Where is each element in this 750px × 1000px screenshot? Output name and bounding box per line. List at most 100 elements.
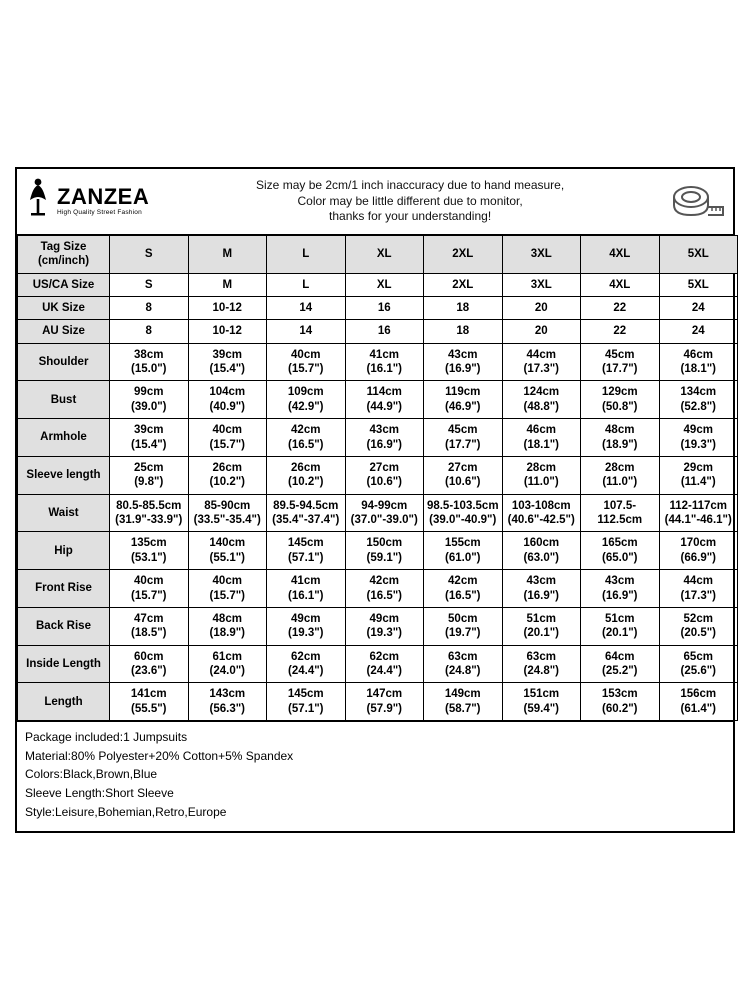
size-cell: 46cm(18.1") <box>659 343 738 381</box>
size-cell: 52cm(20.5") <box>659 607 738 645</box>
row-label: Front Rise <box>18 570 110 608</box>
size-cell: 43cm(16.9") <box>345 419 424 457</box>
size-cell: 89.5-94.5cm(35.4"-37.4") <box>267 494 346 532</box>
size-cell: 99cm(39.0") <box>110 381 189 419</box>
col-head-size: 5XL <box>659 235 738 273</box>
size-cell: 48cm(18.9") <box>188 607 267 645</box>
row-label: Inside Length <box>18 645 110 683</box>
col-head-size: XL <box>345 235 424 273</box>
size-cell: 26cm(10.2") <box>267 456 346 494</box>
size-cell: M <box>188 273 267 296</box>
size-cell: 4XL <box>581 273 660 296</box>
size-cell: 45cm(17.7") <box>581 343 660 381</box>
size-cell: 2XL <box>424 273 503 296</box>
header: ZANZEA High Quality Street Fashion Size … <box>17 169 733 235</box>
size-cell: 24 <box>659 296 738 319</box>
header-note: Size may be 2cm/1 inch inaccuracy due to… <box>157 178 663 225</box>
col-head-size: 4XL <box>581 235 660 273</box>
size-cell: 143cm(56.3") <box>188 683 267 721</box>
size-cell: 62cm(24.4") <box>267 645 346 683</box>
size-cell: 38cm(15.0") <box>110 343 189 381</box>
brand-text: ZANZEA High Quality Street Fashion <box>57 186 149 217</box>
size-cell: 155cm(61.0") <box>424 532 503 570</box>
table-row: Length141cm(55.5")143cm(56.3")145cm(57.1… <box>18 683 738 721</box>
size-cell: 107.5-112.5cm <box>581 494 660 532</box>
col-head-size: 2XL <box>424 235 503 273</box>
size-cell: 51cm(20.1") <box>502 607 581 645</box>
row-label: Bust <box>18 381 110 419</box>
table-row: Bust99cm(39.0")104cm(40.9")109cm(42.9")1… <box>18 381 738 419</box>
product-info-footer: Package included:1 JumpsuitsMaterial:80%… <box>17 721 733 831</box>
size-cell: 8 <box>110 296 189 319</box>
size-cell: 94-99cm(37.0"-39.0") <box>345 494 424 532</box>
size-cell: 140cm(55.1") <box>188 532 267 570</box>
size-cell: 170cm(66.9") <box>659 532 738 570</box>
size-cell: 134cm(52.8") <box>659 381 738 419</box>
size-cell: 51cm(20.1") <box>581 607 660 645</box>
size-cell: XL <box>345 273 424 296</box>
row-label: Shoulder <box>18 343 110 381</box>
size-cell: 39cm(15.4") <box>188 343 267 381</box>
size-cell: 153cm(60.2") <box>581 683 660 721</box>
measuring-tape-icon <box>671 181 725 221</box>
size-cell: 124cm(48.8") <box>502 381 581 419</box>
size-cell: 27cm(10.6") <box>345 456 424 494</box>
table-row: AU Size810-12141618202224 <box>18 320 738 343</box>
size-cell: 40cm(15.7") <box>267 343 346 381</box>
size-cell: 40cm(15.7") <box>110 570 189 608</box>
size-cell: 41cm(16.1") <box>267 570 346 608</box>
table-row: US/CA SizeSMLXL2XL3XL4XL5XL <box>18 273 738 296</box>
size-cell: 25cm(9.8") <box>110 456 189 494</box>
size-cell: 45cm(17.7") <box>424 419 503 457</box>
row-label: Back Rise <box>18 607 110 645</box>
table-row: Armhole39cm(15.4")40cm(15.7")42cm(16.5")… <box>18 419 738 457</box>
size-cell: 20 <box>502 296 581 319</box>
size-cell: 14 <box>267 296 346 319</box>
table-row: Hip135cm(53.1")140cm(55.1")145cm(57.1")1… <box>18 532 738 570</box>
table-row: Waist80.5-85.5cm(31.9"-33.9")85-90cm(33.… <box>18 494 738 532</box>
size-cell: 40cm(15.7") <box>188 419 267 457</box>
size-cell: 43cm(16.9") <box>502 570 581 608</box>
row-label: Hip <box>18 532 110 570</box>
size-cell: 80.5-85.5cm(31.9"-33.9") <box>110 494 189 532</box>
size-cell: 165cm(65.0") <box>581 532 660 570</box>
size-cell: 22 <box>581 296 660 319</box>
footer-line: Sleeve Length:Short Sleeve <box>25 784 725 803</box>
brand-logo-icon <box>25 177 51 226</box>
size-cell: 3XL <box>502 273 581 296</box>
size-cell: 8 <box>110 320 189 343</box>
size-cell: 5XL <box>659 273 738 296</box>
size-cell: 149cm(58.7") <box>424 683 503 721</box>
size-cell: 129cm(50.8") <box>581 381 660 419</box>
size-cell: 41cm(16.1") <box>345 343 424 381</box>
size-cell: 150cm(59.1") <box>345 532 424 570</box>
size-cell: 60cm(23.6") <box>110 645 189 683</box>
size-cell: 16 <box>345 296 424 319</box>
size-cell: 28cm(11.0") <box>581 456 660 494</box>
size-cell: 42cm(16.5") <box>267 419 346 457</box>
size-cell: 20 <box>502 320 581 343</box>
size-cell: S <box>110 273 189 296</box>
size-cell: 26cm(10.2") <box>188 456 267 494</box>
size-cell: 27cm(10.6") <box>424 456 503 494</box>
size-cell: 112-117cm(44.1"-46.1") <box>659 494 738 532</box>
footer-line: Style:Leisure,Bohemian,Retro,Europe <box>25 803 725 822</box>
size-cell: 109cm(42.9") <box>267 381 346 419</box>
size-cell: 48cm(18.9") <box>581 419 660 457</box>
size-cell: 43cm(16.9") <box>581 570 660 608</box>
size-cell: 43cm(16.9") <box>424 343 503 381</box>
size-cell: 42cm(16.5") <box>345 570 424 608</box>
size-cell: 10-12 <box>188 296 267 319</box>
row-label: UK Size <box>18 296 110 319</box>
size-cell: 103-108cm(40.6"-42.5") <box>502 494 581 532</box>
size-cell: 145cm(57.1") <box>267 532 346 570</box>
size-chart-wrapper: ZANZEA High Quality Street Fashion Size … <box>15 167 735 833</box>
row-label: Waist <box>18 494 110 532</box>
table-row-header: Tag Size(cm/inch)SMLXL2XL3XL4XL5XL <box>18 235 738 273</box>
size-cell: L <box>267 273 346 296</box>
size-cell: 114cm(44.9") <box>345 381 424 419</box>
size-cell: 62cm(24.4") <box>345 645 424 683</box>
size-cell: 39cm(15.4") <box>110 419 189 457</box>
size-cell: 145cm(57.1") <box>267 683 346 721</box>
brand-tagline: High Quality Street Fashion <box>57 210 149 217</box>
